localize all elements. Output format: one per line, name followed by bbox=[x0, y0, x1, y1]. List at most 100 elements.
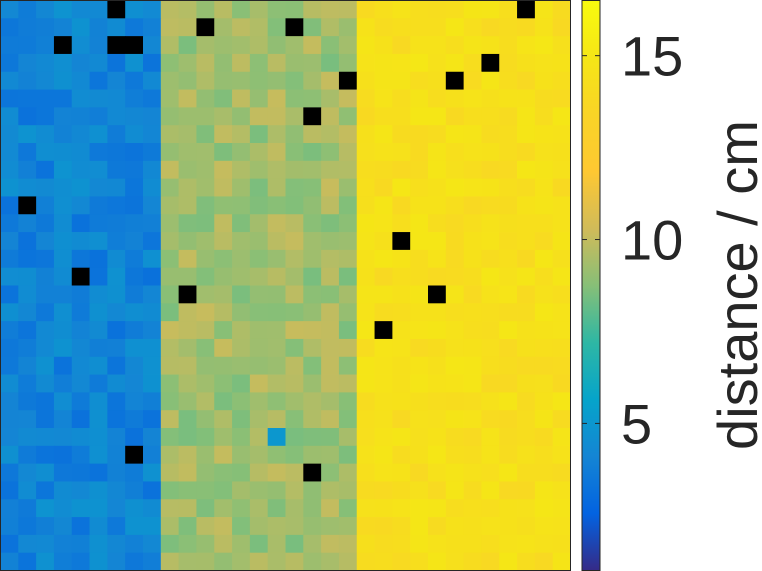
heatmap-cell bbox=[499, 53, 518, 73]
heatmap-cell bbox=[53, 196, 73, 215]
heatmap-cell bbox=[552, 125, 571, 144]
heatmap-cell bbox=[392, 338, 411, 358]
heatmap-cell bbox=[18, 552, 37, 571]
heatmap-cell bbox=[285, 428, 304, 447]
heatmap-cell bbox=[321, 517, 340, 536]
heatmap-cell bbox=[410, 356, 429, 375]
heatmap-cell bbox=[374, 0, 393, 19]
heatmap-cell bbox=[125, 356, 144, 375]
heatmap-cell bbox=[0, 534, 19, 554]
heatmap-cell bbox=[285, 89, 304, 108]
heatmap-cell bbox=[428, 232, 447, 251]
heatmap-cell bbox=[196, 374, 215, 393]
heatmap-cell bbox=[303, 321, 322, 340]
heatmap-cell bbox=[53, 53, 73, 73]
heatmap-cell bbox=[18, 143, 37, 162]
heatmap-cell bbox=[0, 499, 19, 518]
heatmap-cell bbox=[143, 285, 162, 304]
heatmap-cell bbox=[107, 107, 126, 126]
heatmap-cell bbox=[445, 143, 465, 162]
heatmap-cell bbox=[499, 89, 518, 108]
heatmap-cell bbox=[445, 214, 465, 233]
heatmap-cell bbox=[249, 160, 269, 180]
heatmap-cell bbox=[481, 249, 500, 269]
heatmap-cell bbox=[178, 374, 197, 393]
heatmap-cell bbox=[517, 303, 536, 322]
heatmap-cell bbox=[338, 143, 358, 162]
heatmap-cell bbox=[356, 178, 375, 197]
heatmap-cell bbox=[285, 71, 304, 90]
heatmap-cell bbox=[374, 89, 393, 108]
heatmap-cell bbox=[338, 89, 358, 108]
heatmap-cell bbox=[481, 428, 500, 447]
heatmap-cell bbox=[232, 267, 251, 286]
heatmap-cell bbox=[481, 214, 500, 233]
heatmap-cell bbox=[356, 196, 375, 215]
heatmap-cell bbox=[53, 534, 73, 554]
heatmap-cell bbox=[481, 445, 500, 465]
heatmap-cell bbox=[392, 89, 411, 108]
heatmap-cell bbox=[428, 178, 447, 197]
heatmap-cell bbox=[481, 178, 500, 197]
heatmap-cell bbox=[303, 285, 322, 304]
heatmap-cell bbox=[89, 125, 108, 144]
heatmap-cell bbox=[125, 374, 144, 393]
heatmap-cell bbox=[481, 517, 500, 536]
heatmap-cell bbox=[160, 285, 180, 304]
heatmap-cell bbox=[499, 196, 518, 215]
heatmap-cell bbox=[232, 303, 251, 322]
heatmap-cell bbox=[160, 410, 180, 429]
heatmap-cell bbox=[356, 392, 375, 411]
heatmap-cell bbox=[356, 534, 375, 554]
heatmap-cell bbox=[143, 18, 162, 37]
heatmap-cell bbox=[178, 125, 197, 144]
heatmap-cell bbox=[249, 107, 269, 126]
heatmap-cell bbox=[499, 0, 518, 19]
heatmap-cell bbox=[232, 410, 251, 429]
heatmap-cell bbox=[410, 53, 429, 73]
heatmap-cell bbox=[445, 338, 465, 358]
heatmap-cell bbox=[534, 303, 554, 322]
heatmap-cell bbox=[410, 481, 429, 500]
heatmap-cell bbox=[89, 107, 108, 126]
heatmap-cell bbox=[0, 392, 19, 411]
heatmap-cell bbox=[196, 499, 215, 518]
heatmap-cell bbox=[321, 374, 340, 393]
heatmap-cell bbox=[534, 36, 554, 55]
heatmap-cell bbox=[392, 499, 411, 518]
heatmap-cell bbox=[18, 481, 37, 500]
heatmap-cell bbox=[356, 303, 375, 322]
heatmap-cell bbox=[285, 232, 304, 251]
heatmap-cell bbox=[499, 499, 518, 518]
heatmap-cell bbox=[321, 481, 340, 500]
heatmap-cell bbox=[410, 249, 429, 269]
heatmap-cell bbox=[214, 552, 233, 571]
heatmap-cell bbox=[178, 267, 197, 286]
heatmap-cell bbox=[321, 178, 340, 197]
heatmap-cell bbox=[517, 267, 536, 286]
heatmap-cell bbox=[160, 160, 180, 180]
heatmap-cell bbox=[232, 196, 251, 215]
heatmap-cell bbox=[463, 481, 482, 500]
heatmap-cell bbox=[53, 178, 73, 197]
heatmap-cell bbox=[18, 267, 37, 286]
heatmap-cell bbox=[552, 285, 571, 304]
heatmap-cell bbox=[517, 249, 536, 269]
heatmap-cell bbox=[18, 249, 37, 269]
heatmap-cell bbox=[392, 321, 411, 340]
heatmap-cell bbox=[321, 214, 340, 233]
heatmap-cell bbox=[36, 178, 55, 197]
heatmap-cell bbox=[196, 267, 215, 286]
heatmap-cell bbox=[36, 18, 55, 37]
heatmap-cell bbox=[53, 499, 73, 518]
heatmap-cell bbox=[338, 356, 358, 375]
heatmap-cell bbox=[178, 392, 197, 411]
heatmap-cell bbox=[89, 267, 108, 286]
heatmap-cell bbox=[428, 160, 447, 180]
heatmap-cell bbox=[428, 125, 447, 144]
heatmap-cell bbox=[0, 89, 19, 108]
heatmap-cell bbox=[499, 374, 518, 393]
heatmap-cell bbox=[534, 321, 554, 340]
heatmap-cell bbox=[534, 89, 554, 108]
